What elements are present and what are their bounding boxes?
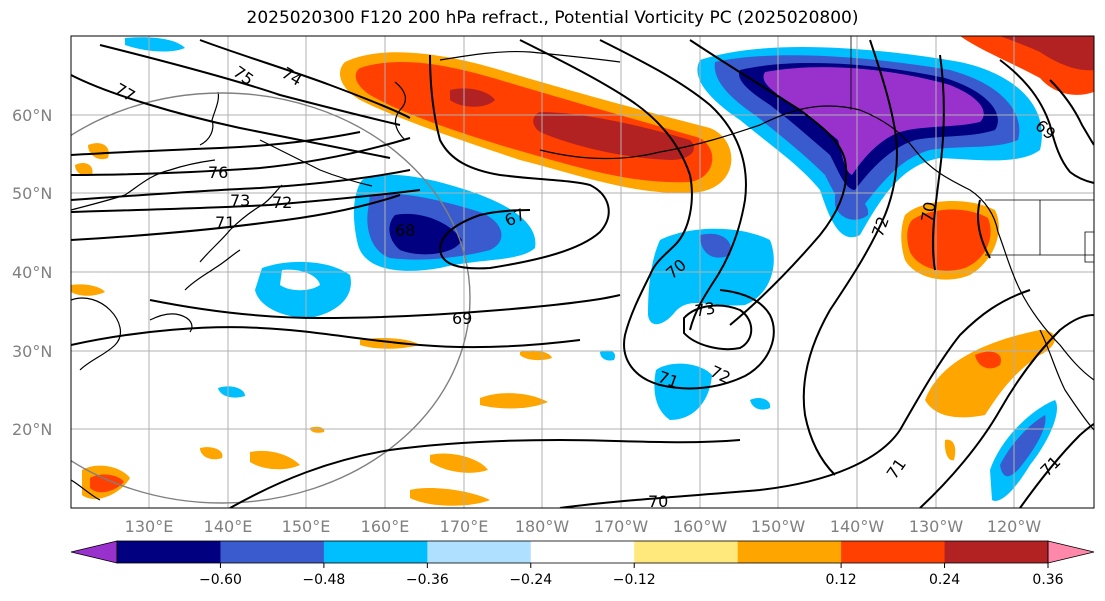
- contour-label: 70: [917, 200, 939, 223]
- map-title: 2025020300 F120 200 hPa refract., Potent…: [246, 8, 859, 28]
- contour-label: 73: [693, 298, 716, 320]
- colorbar-swatch: [220, 541, 325, 563]
- colorbar-frame: [116, 540, 1049, 564]
- colorbar-tick-label: −0.36: [406, 572, 449, 588]
- map-frame: [70, 35, 1095, 509]
- colorbar-tick-label: 0.24: [929, 572, 960, 588]
- contour-label: 73: [230, 191, 250, 210]
- lon-label: 150°E: [282, 517, 331, 536]
- colorbar-extend-high: [1047, 540, 1095, 564]
- colorbar-tick-label: −0.48: [302, 572, 345, 588]
- lat-label: 20°N: [12, 420, 52, 439]
- negative-anomaly-central: [648, 228, 774, 325]
- lon-label: 140°W: [830, 517, 885, 536]
- lon-label: 140°E: [204, 517, 253, 536]
- colorbar-swatch: [737, 541, 842, 563]
- graticule: [71, 36, 1094, 508]
- colorbar-tick-label: 0.12: [826, 572, 857, 588]
- colorbar-tick-label: −0.60: [199, 572, 242, 588]
- colorbar-swatch: [427, 541, 532, 563]
- colorbar-extend-low: [70, 540, 118, 564]
- colorbar-swatch: [323, 541, 428, 563]
- contour-label: 70: [648, 492, 668, 511]
- lat-label: 30°N: [12, 342, 52, 361]
- pv-anomaly-shading: [71, 36, 1094, 506]
- latitude-labels: 60°N 50°N 40°N 30°N 20°N: [12, 106, 52, 439]
- colorbar-tick-label: 0.36: [1032, 572, 1063, 588]
- lon-label: 160°E: [361, 517, 410, 536]
- contour-label: 72: [272, 193, 292, 212]
- longitude-labels: 130°E 140°E 150°E 160°E 170°E 180°W 170°…: [125, 517, 1042, 536]
- contour-label: 76: [208, 163, 228, 182]
- lon-label: 130°W: [909, 517, 964, 536]
- lon-label: 120°W: [987, 517, 1042, 536]
- boundaries: [850, 36, 1094, 263]
- lon-label: 170°E: [440, 517, 489, 536]
- lat-label: 50°N: [12, 184, 52, 203]
- coastlines: [71, 50, 1094, 501]
- colorbar-tick-label: −0.24: [509, 572, 552, 588]
- colorbar: −0.60−0.48−0.36−0.24−0.120.120.240.360.4…: [70, 540, 1095, 588]
- refractivity-contours: [71, 39, 1094, 508]
- lat-label: 60°N: [12, 106, 52, 125]
- map-panel: 77 75 74 76 73 72 71 68 67 69 70 73 72 7…: [71, 36, 1094, 511]
- contour-label: 69: [452, 309, 472, 328]
- lon-label: 160°W: [673, 517, 728, 536]
- lon-label: 180°W: [515, 517, 570, 536]
- colorbar-swatch: [944, 541, 1049, 563]
- range-circle: [71, 92, 471, 504]
- colorbar-swatch: [634, 541, 739, 563]
- colorbar-swatch: [530, 541, 635, 563]
- lat-label: 40°N: [12, 263, 52, 282]
- contour-label: 68: [395, 221, 415, 240]
- colorbar-swatch: [117, 541, 221, 563]
- colorbar-tick-label: −0.12: [613, 572, 656, 588]
- colorbar-swatch: [841, 541, 946, 563]
- lon-label: 170°W: [594, 517, 649, 536]
- lon-label: 150°W: [751, 517, 806, 536]
- lon-label: 130°E: [125, 517, 174, 536]
- contour-label: 71: [215, 213, 235, 232]
